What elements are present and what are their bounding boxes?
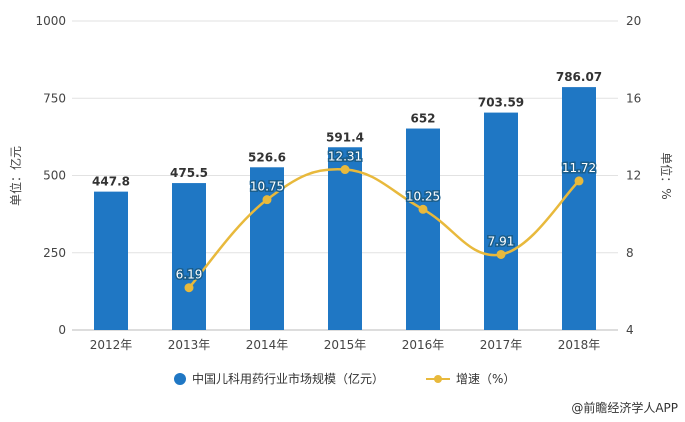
growth-line (188, 167, 580, 289)
line-point (184, 283, 194, 293)
bar-data-label: 786.07 (556, 70, 602, 84)
right-axis-ticks: 4 8 12 16 20 (626, 14, 641, 337)
left-tick-label: 750 (43, 91, 66, 105)
line-point (574, 176, 584, 186)
line-data-label: 12.31 (328, 150, 362, 164)
left-axis-ticks: 0 250 500 750 1000 (35, 14, 66, 337)
line-data-label: 10.25 (406, 189, 440, 203)
line-point (496, 249, 506, 259)
bar (484, 112, 518, 330)
left-tick-label: 1000 (35, 14, 66, 28)
legend-bar-label: 中国儿科用药行业市场规模（亿元） (192, 371, 384, 386)
line-point (340, 165, 350, 175)
right-tick-label: 20 (626, 14, 641, 28)
credit-text: @前瞻经济学人APP (571, 400, 678, 415)
right-tick-label: 16 (626, 91, 641, 105)
bar-data-label: 703.59 (478, 96, 524, 110)
x-tick-label: 2016年 (402, 338, 445, 352)
bar-data-label: 591.4 (326, 130, 364, 144)
bar-data-label: 447.8 (92, 175, 130, 189)
bar (250, 167, 284, 330)
x-tick-label: 2018年 (558, 338, 601, 352)
bar (562, 87, 596, 330)
legend-line-marker (434, 375, 442, 383)
left-axis-title: 单位：亿元 (8, 146, 23, 206)
line-point (418, 204, 428, 214)
left-tick-label: 500 (43, 169, 66, 183)
bar-data-label: 475.5 (170, 166, 208, 180)
right-tick-label: 4 (626, 323, 634, 337)
bar (94, 191, 128, 330)
line-data-label: 6.19 (176, 268, 203, 282)
right-tick-label: 8 (626, 246, 634, 260)
line-data-labels: 6.19 10.75 12.31 10.25 7.91 11.72 (174, 148, 598, 283)
line-series (184, 165, 584, 293)
bar (328, 147, 362, 330)
legend-line-label: 增速（%） (456, 372, 515, 386)
legend: 中国儿科用药行业市场规模（亿元） 增速（%） (174, 371, 515, 386)
line-data-label: 7.91 (488, 234, 515, 248)
x-axis-ticks: 2012年 2013年 2014年 2015年 2016年 2017年 2018年 (90, 338, 601, 352)
x-tick-label: 2017年 (480, 338, 523, 352)
x-tick-label: 2013年 (168, 338, 211, 352)
x-tick-label: 2014年 (246, 338, 289, 352)
line-point (262, 195, 272, 205)
line-data-label: 11.72 (562, 161, 596, 175)
right-tick-label: 12 (626, 169, 641, 183)
legend-bar-swatch (174, 373, 186, 385)
bar (406, 128, 440, 330)
left-tick-label: 0 (58, 323, 66, 337)
x-tick-label: 2015年 (324, 338, 367, 352)
bar-data-label: 652 (410, 112, 435, 126)
right-axis-title: 单位：% (659, 152, 674, 199)
bar (172, 183, 206, 330)
line-data-label: 10.75 (250, 180, 284, 194)
bar-data-label: 526.6 (248, 150, 286, 164)
x-tick-label: 2012年 (90, 338, 133, 352)
bar-series (94, 87, 596, 330)
left-tick-label: 250 (43, 246, 66, 260)
bar-data-labels: 447.8 475.5 526.6 591.4 652 703.59 786.07 (92, 70, 602, 189)
